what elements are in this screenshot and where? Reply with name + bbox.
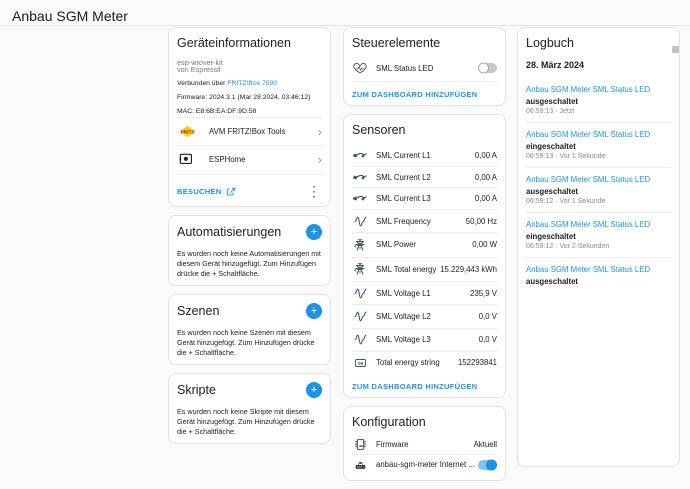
svg-text:FRITZ: FRITZ <box>180 130 194 136</box>
svg-text:09: 09 <box>357 361 363 366</box>
